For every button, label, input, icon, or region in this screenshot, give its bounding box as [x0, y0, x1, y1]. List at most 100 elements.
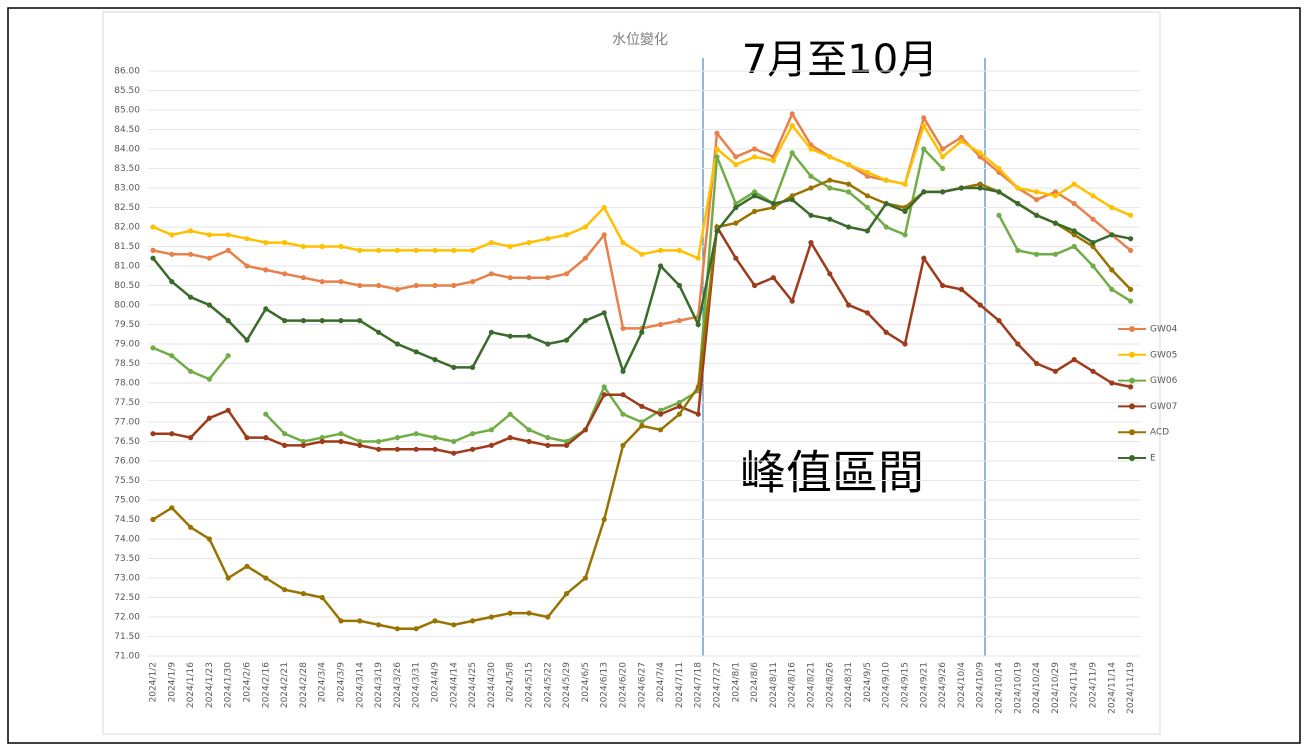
x-tick-label: 2024/1/23	[205, 662, 215, 708]
data-point	[507, 610, 513, 616]
data-point	[394, 446, 400, 452]
data-point	[150, 255, 156, 261]
data-point	[1071, 181, 1077, 187]
y-tick-label: 79.50	[114, 320, 140, 330]
data-point	[620, 411, 626, 417]
legend-marker	[1129, 403, 1135, 410]
data-point	[808, 146, 814, 152]
x-tick-label: 2024/5/8	[506, 662, 516, 703]
data-point	[413, 626, 419, 632]
data-point	[376, 247, 382, 253]
data-point	[394, 286, 400, 292]
x-tick-label: 2024/11/14	[1107, 662, 1117, 714]
x-tick-label: 2024/5/29	[562, 662, 572, 708]
data-point	[996, 212, 1002, 218]
y-tick-label: 81.50	[114, 242, 140, 252]
data-point	[319, 594, 325, 601]
x-tick-label: 2024/9/15	[901, 662, 911, 708]
y-tick-label: 84.00	[114, 145, 140, 155]
x-tick-label: 2024/9/26	[938, 662, 948, 708]
data-point	[526, 275, 532, 281]
data-point	[1090, 263, 1096, 269]
data-point	[338, 243, 344, 250]
data-point	[394, 626, 400, 632]
data-point	[695, 255, 701, 261]
data-point	[1015, 201, 1021, 207]
data-point	[808, 212, 814, 218]
x-tick-label: 2024/8/26	[825, 662, 835, 708]
data-point	[902, 181, 908, 187]
data-point	[263, 267, 269, 273]
data-point	[902, 341, 908, 347]
data-point	[676, 282, 683, 289]
x-tick-label: 2024/10/4	[957, 662, 967, 708]
data-point	[357, 318, 363, 324]
data-point	[733, 201, 739, 207]
data-point	[752, 189, 758, 195]
x-tick-label: 2024/5/15	[525, 662, 535, 708]
data-point	[1109, 286, 1115, 292]
y-tick-label: 72.50	[114, 593, 140, 603]
data-point	[338, 318, 344, 324]
x-tick-label: 2024/7/18	[694, 662, 704, 708]
data-point	[958, 138, 965, 144]
data-point	[282, 587, 288, 593]
x-tick-label: 2024/10/19	[1013, 662, 1023, 714]
data-point	[676, 399, 683, 406]
x-tick-label: 2024/3/14	[355, 662, 365, 708]
x-tick-label: 2024/9/10	[882, 662, 892, 708]
x-tick-label: 2024/10/29	[1051, 662, 1061, 714]
x-tick-label: 2024/7/27	[713, 662, 723, 708]
y-tick-label: 82.50	[114, 203, 140, 213]
data-point	[150, 345, 156, 351]
data-point	[752, 193, 758, 199]
y-tick-label: 81.00	[114, 262, 140, 272]
x-tick-label: 2024/1/30	[224, 662, 234, 708]
data-point	[376, 622, 382, 628]
x-tick-label: 2024/10/9	[976, 662, 986, 708]
x-tick-label: 2024/7/4	[656, 662, 666, 703]
data-point	[225, 575, 231, 581]
data-point	[996, 318, 1002, 324]
data-point	[695, 321, 701, 328]
data-point	[451, 450, 457, 456]
x-tick-label: 2024/3/9	[337, 662, 347, 703]
x-tick-label: 2024/8/16	[788, 662, 798, 708]
y-tick-label: 86.00	[114, 67, 140, 77]
data-point	[902, 232, 908, 238]
data-point	[206, 232, 212, 238]
data-point	[357, 282, 363, 289]
annotation: 峰值區間	[740, 446, 924, 500]
data-point	[545, 442, 551, 448]
data-point	[1128, 212, 1134, 218]
data-point	[300, 442, 306, 448]
data-point	[958, 185, 965, 191]
data-point	[601, 204, 607, 211]
data-point	[921, 255, 927, 261]
data-point	[263, 240, 269, 246]
data-point	[282, 240, 288, 246]
data-point	[470, 618, 476, 624]
data-point	[827, 271, 833, 277]
data-point	[620, 240, 626, 246]
data-point	[864, 228, 871, 234]
data-point	[1034, 360, 1040, 367]
data-point	[601, 392, 607, 398]
data-point	[1015, 185, 1021, 191]
data-point	[282, 431, 288, 437]
data-point	[1071, 228, 1077, 234]
data-point	[714, 228, 720, 234]
data-point	[263, 575, 269, 581]
data-point	[1034, 197, 1040, 203]
data-point	[300, 591, 306, 597]
data-point	[413, 431, 419, 437]
data-point	[808, 185, 814, 191]
data-point	[977, 302, 983, 308]
y-tick-label: 83.00	[114, 184, 140, 194]
data-point	[658, 321, 664, 328]
data-point	[846, 224, 852, 230]
data-point	[639, 251, 645, 257]
data-point	[188, 228, 194, 234]
chart-area	[102, 11, 1161, 735]
